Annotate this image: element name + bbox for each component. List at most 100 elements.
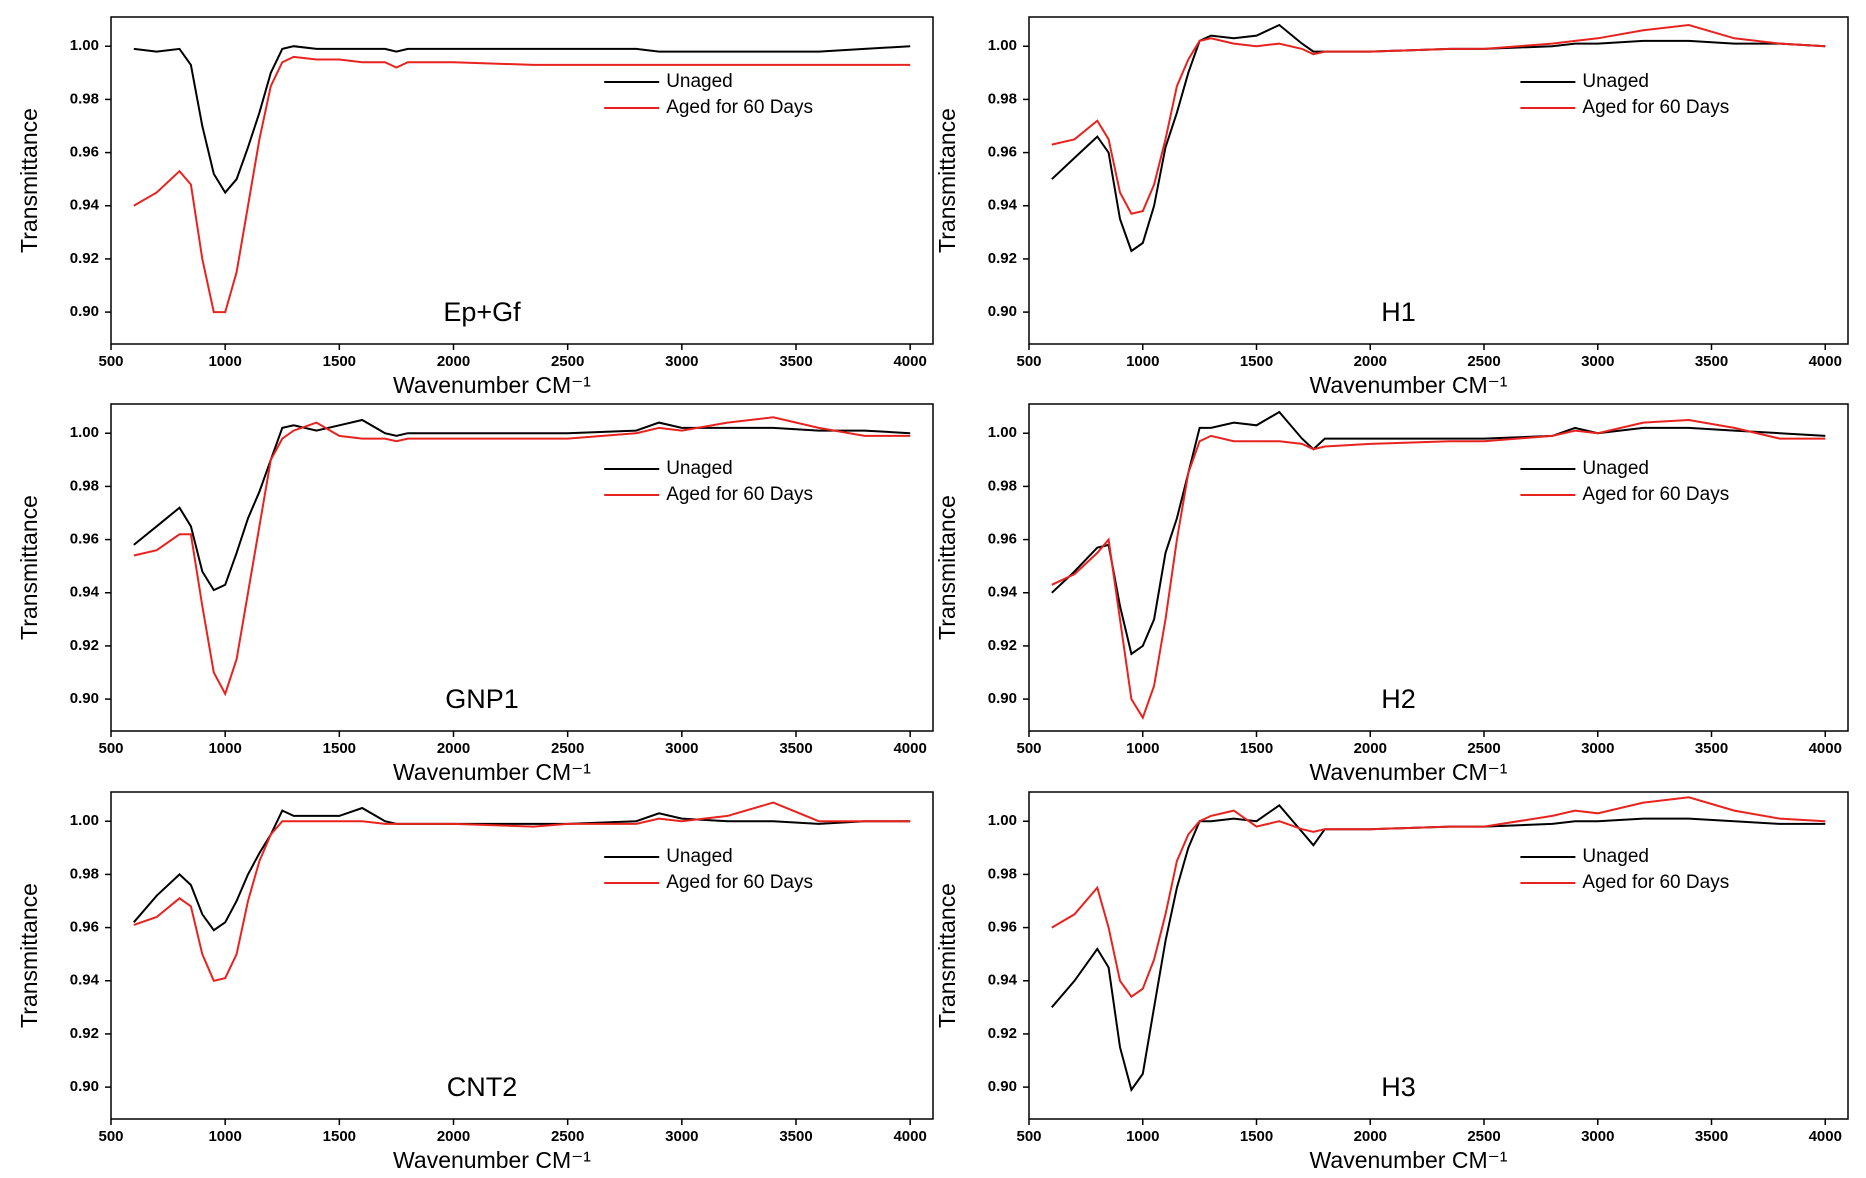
y-tick-label: 0.98	[70, 865, 99, 882]
panel: 500 1000 1500 2000 2500 3000 3500 4000 0.90 0.92 0…	[16, 16, 934, 398]
x-axis-label: Wavenumber CM⁻¹	[393, 372, 591, 398]
plot-frame	[1028, 16, 1849, 345]
y-tick-label: 0.92	[70, 1025, 99, 1042]
x-tick-label: 2500	[551, 740, 584, 757]
y-tick-label: 0.98	[988, 477, 1017, 494]
y-axis-label: Transmittance	[16, 495, 42, 640]
y-tick-label: 1.00	[988, 812, 1017, 829]
y-tick-label: 1.00	[70, 812, 99, 829]
legend-label: Unaged	[666, 71, 733, 92]
x-tick-label: 4000	[1809, 1128, 1842, 1145]
x-tick-label: 500	[98, 353, 123, 370]
x-tick-label: 1000	[1126, 1128, 1159, 1145]
x-axis-label: Wavenumber CM⁻¹	[1310, 1147, 1508, 1173]
x-tick-label: 500	[98, 1128, 123, 1145]
x-axis-label: Wavenumber CM⁻¹	[393, 759, 591, 785]
x-tick-label: 3500	[779, 353, 812, 370]
panel: 500 1000 1500 2000 2500 3000 3500 4000 0.90 0.92 0…	[934, 16, 1849, 398]
y-tick-label: 1.00	[988, 37, 1017, 54]
x-tick-label: 3000	[665, 740, 698, 757]
series-line	[1051, 796, 1826, 999]
y-tick-label: 0.94	[70, 197, 100, 214]
legend-label: Aged for 60 Days	[1582, 97, 1729, 118]
plot-frame	[1028, 403, 1849, 732]
x-axis-label: Wavenumber CM⁻¹	[393, 1147, 591, 1173]
series-line	[1051, 418, 1826, 721]
legend-label: Unaged	[1582, 71, 1649, 92]
x-tick-label: 3000	[665, 353, 698, 370]
y-tick-label: 0.96	[988, 531, 1017, 548]
x-tick-label: 3000	[1581, 740, 1614, 757]
x-tick-label: 1000	[1126, 353, 1159, 370]
y-tick-label: 0.96	[70, 144, 99, 161]
series-line	[1051, 23, 1826, 253]
y-tick-label: 0.94	[70, 584, 100, 601]
plot-frame	[110, 403, 934, 732]
series-line	[1051, 803, 1826, 1093]
x-tick-label: 500	[1016, 740, 1041, 757]
x-axis-label: Wavenumber CM⁻¹	[1310, 372, 1508, 398]
x-tick-label: 4000	[893, 740, 926, 757]
x-tick-label: 2000	[1354, 1128, 1387, 1145]
x-tick-label: 1000	[208, 1128, 241, 1145]
y-tick-label: 0.98	[988, 865, 1017, 882]
y-tick-label: 0.90	[70, 690, 99, 707]
legend-label: Aged for 60 Days	[666, 484, 813, 505]
x-tick-label: 2000	[437, 353, 470, 370]
x-tick-label: 4000	[1809, 740, 1842, 757]
series-line	[133, 45, 911, 195]
y-tick-label: 0.94	[988, 972, 1018, 989]
y-tick-label: 0.98	[70, 477, 99, 494]
plot-frame	[110, 791, 934, 1120]
x-tick-label: 500	[1016, 1128, 1041, 1145]
legend-label: Aged for 60 Days	[666, 97, 813, 118]
legend-label: Aged for 60 Days	[1582, 872, 1729, 893]
x-tick-label: 3000	[1581, 1128, 1614, 1145]
y-tick-label: 0.92	[988, 637, 1017, 654]
panel-title: H3	[1381, 1072, 1416, 1102]
y-tick-label: 1.00	[988, 424, 1017, 441]
y-tick-label: 0.96	[70, 531, 99, 548]
panel: 500 1000 1500 2000 2500 3000 3500 4000 0.90 0.92 0…	[934, 403, 1849, 785]
panel-title: H1	[1381, 297, 1416, 327]
y-tick-label: 0.98	[70, 90, 99, 107]
x-tick-label: 1500	[1240, 353, 1273, 370]
plot-frame	[1028, 791, 1849, 1120]
panel-title: Ep+Gf	[443, 297, 521, 327]
plot-frame	[110, 16, 934, 345]
y-axis-label: Transmittance	[16, 883, 42, 1028]
x-tick-label: 4000	[893, 353, 926, 370]
y-tick-label: 0.94	[988, 584, 1018, 601]
x-tick-label: 3500	[779, 740, 812, 757]
series-line	[1051, 410, 1826, 656]
y-tick-label: 1.00	[70, 37, 99, 54]
x-tick-label: 1000	[208, 353, 241, 370]
y-tick-label: 0.90	[988, 690, 1017, 707]
x-axis-label: Wavenumber CM⁻¹	[1310, 759, 1508, 785]
x-tick-label: 2500	[1467, 353, 1500, 370]
y-axis-label: Transmittance	[934, 108, 960, 253]
x-tick-label: 2000	[1354, 740, 1387, 757]
x-tick-label: 1500	[323, 353, 356, 370]
y-tick-label: 0.90	[70, 303, 99, 320]
x-tick-label: 3000	[1581, 353, 1614, 370]
x-tick-label: 2000	[1354, 353, 1387, 370]
y-tick-label: 0.90	[988, 303, 1017, 320]
x-tick-label: 3500	[779, 1128, 812, 1145]
x-tick-label: 2000	[437, 740, 470, 757]
x-tick-label: 2000	[437, 1128, 470, 1145]
legend-label: Unaged	[1582, 458, 1649, 479]
x-tick-label: 3000	[665, 1128, 698, 1145]
y-tick-label: 0.90	[70, 1078, 99, 1095]
series-line	[133, 418, 911, 592]
y-tick-label: 0.92	[988, 250, 1017, 267]
panel-title: GNP1	[445, 684, 519, 714]
y-axis-label: Transmittance	[16, 108, 42, 253]
panel: 500 1000 1500 2000 2500 3000 3500 4000 0.90 0.92 0…	[934, 791, 1849, 1173]
legend-label: Aged for 60 Days	[666, 872, 813, 893]
series-line	[133, 55, 911, 314]
y-axis-label: Transmittance	[934, 495, 960, 640]
legend-label: Unaged	[666, 846, 733, 867]
